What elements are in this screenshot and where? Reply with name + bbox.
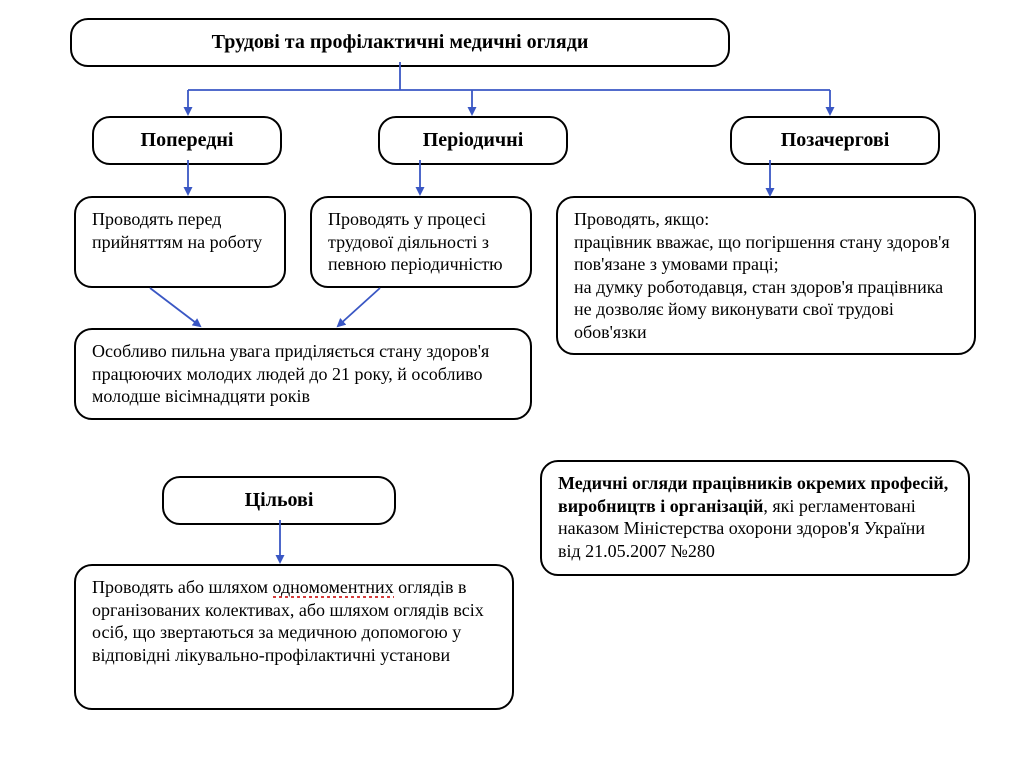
prelim-to-attn — [150, 288, 200, 326]
extraordinary-label: Позачергові — [781, 129, 890, 151]
extraordinary-desc-line1: працівник вважає, що погіршення стану зд… — [574, 232, 950, 275]
targeted-label-box: Цільові — [162, 476, 396, 525]
periodic-desc: Проводять у процесі трудової діяльності … — [328, 209, 503, 274]
root-title: Трудові та профілактичні медичні огляди — [212, 31, 589, 53]
extraordinary-desc-box: Проводять, якщо: працівник вважає, що по… — [556, 196, 976, 355]
period-to-attn — [338, 288, 380, 326]
targeted-desc-underlined: одномоментних — [273, 577, 394, 598]
extraordinary-label-box: Позачергові — [730, 116, 940, 165]
targeted-label: Цільові — [245, 489, 314, 511]
regulation-box: Медичні огляди працівників окремих профе… — [540, 460, 970, 576]
diagram-canvas: Трудові та профілактичні медичні огляди … — [0, 0, 1024, 757]
periodic-label: Періодичні — [423, 129, 524, 151]
preliminary-desc: Проводять перед прийняттям на роботу — [92, 209, 262, 252]
preliminary-label-box: Попередні — [92, 116, 282, 165]
attention-note-text: Особливо пильна увага приділяється стану… — [92, 341, 489, 406]
extraordinary-desc-prefix: Проводять, якщо: — [574, 209, 709, 229]
preliminary-desc-box: Проводять перед прийняттям на роботу — [74, 196, 286, 288]
extraordinary-desc-line2: на думку роботодавця, стан здоров'я прац… — [574, 277, 943, 342]
attention-note-box: Особливо пильна увага приділяється стану… — [74, 328, 532, 420]
periodic-label-box: Періодичні — [378, 116, 568, 165]
targeted-desc-box: Проводять або шляхом одномоментних огляд… — [74, 564, 514, 710]
periodic-desc-box: Проводять у процесі трудової діяльності … — [310, 196, 532, 288]
root-box: Трудові та профілактичні медичні огляди — [70, 18, 730, 67]
targeted-desc-part1: Проводять або шляхом — [92, 577, 273, 597]
preliminary-label: Попередні — [141, 129, 234, 151]
